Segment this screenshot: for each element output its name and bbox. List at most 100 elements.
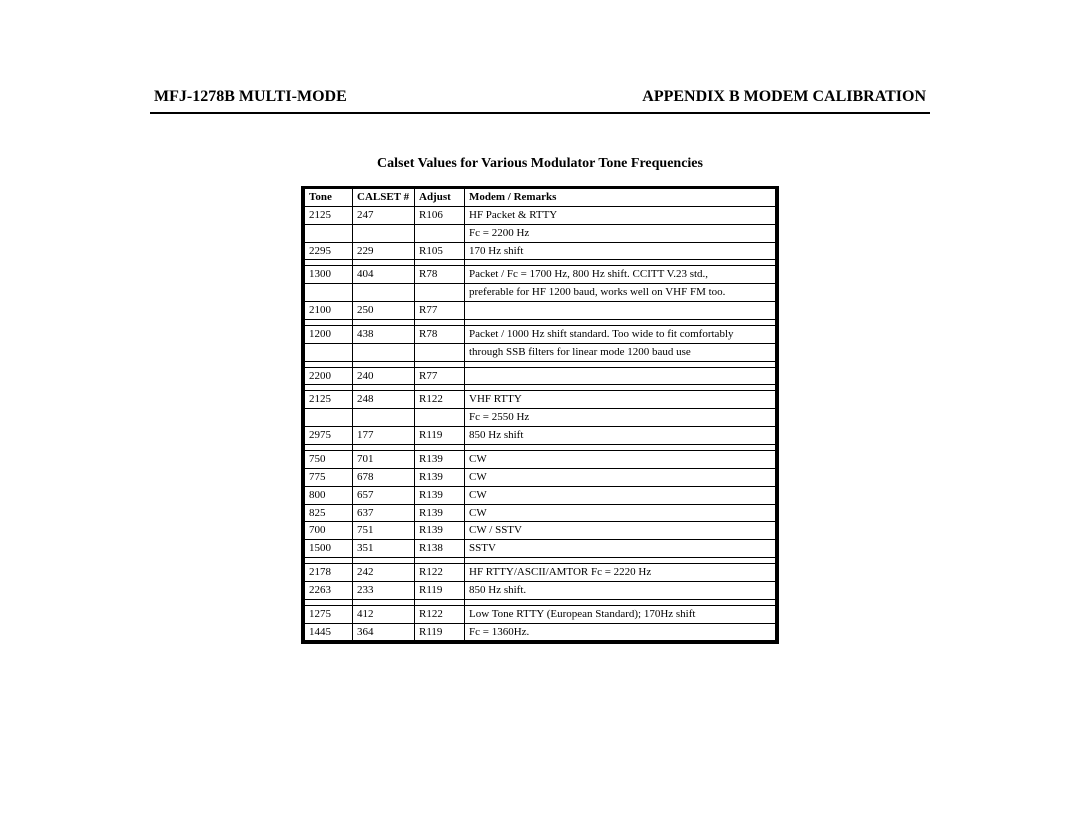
- cell-calset: 250: [353, 302, 415, 320]
- cell-remarks: CW: [465, 486, 776, 504]
- table-row: 2975177R119 850 Hz shift: [305, 427, 776, 445]
- cell-remarks: CW / SSTV: [465, 522, 776, 540]
- table-row: 1200438R78Packet / 1000 Hz shift standar…: [305, 325, 776, 343]
- cell-adjust: R105: [415, 242, 465, 260]
- table-row: through SSB filters for linear mode 1200…: [305, 343, 776, 361]
- cell-remarks: CW: [465, 450, 776, 468]
- col-tone: Tone: [305, 189, 353, 206]
- cell-adjust: R119: [415, 623, 465, 641]
- cell-calset: [353, 284, 415, 302]
- cell-remarks: Low Tone RTTY (European Standard); 170Hz…: [465, 605, 776, 623]
- table-row: Fc = 2200 Hz: [305, 224, 776, 242]
- cell-remarks: HF RTTY/ASCII/AMTOR Fc = 2220 Hz: [465, 564, 776, 582]
- cell-tone: 800: [305, 486, 353, 504]
- cell-tone: 825: [305, 504, 353, 522]
- cell-tone: 2263: [305, 581, 353, 599]
- cell-calset: 412: [353, 605, 415, 623]
- table-row: 1500351R138SSTV: [305, 540, 776, 558]
- cell-tone: 1445: [305, 623, 353, 641]
- cell-adjust: R122: [415, 564, 465, 582]
- cell-adjust: R119: [415, 581, 465, 599]
- table-row: 800657R139CW: [305, 486, 776, 504]
- table-row: 750701R139CW: [305, 450, 776, 468]
- cell-calset: [353, 343, 415, 361]
- header-left: MFJ-1278B MULTI-MODE: [154, 88, 347, 106]
- table-header-row: Tone CALSET # Adjust Modem / Remarks: [305, 189, 776, 206]
- table-row: preferable for HF 1200 baud, works well …: [305, 284, 776, 302]
- cell-tone: 1275: [305, 605, 353, 623]
- cell-remarks: through SSB filters for linear mode 1200…: [465, 343, 776, 361]
- cell-tone: 2200: [305, 367, 353, 385]
- cell-adjust: R139: [415, 522, 465, 540]
- cell-tone: 2295: [305, 242, 353, 260]
- cell-remarks: VHF RTTY: [465, 391, 776, 409]
- cell-adjust: R139: [415, 468, 465, 486]
- cell-adjust: R106: [415, 206, 465, 224]
- cell-tone: 775: [305, 468, 353, 486]
- cell-calset: 233: [353, 581, 415, 599]
- table-row: 2178242R122HF RTTY/ASCII/AMTOR Fc = 2220…: [305, 564, 776, 582]
- col-remarks: Modem / Remarks: [465, 189, 776, 206]
- cell-tone: 2975: [305, 427, 353, 445]
- table-row: 1445364R119Fc = 1360Hz.: [305, 623, 776, 641]
- cell-adjust: R122: [415, 391, 465, 409]
- cell-remarks: Packet / 1000 Hz shift standard. Too wid…: [465, 325, 776, 343]
- cell-tone: 1500: [305, 540, 353, 558]
- table-row: 825637R139CW: [305, 504, 776, 522]
- cell-tone: [305, 343, 353, 361]
- table-row: 2200240R77: [305, 367, 776, 385]
- table-title: Calset Values for Various Modulator Tone…: [150, 156, 930, 172]
- cell-remarks: 850 Hz shift.: [465, 581, 776, 599]
- cell-adjust: R122: [415, 605, 465, 623]
- cell-calset: 247: [353, 206, 415, 224]
- cell-calset: 438: [353, 325, 415, 343]
- cell-adjust: R139: [415, 486, 465, 504]
- cell-tone: 1200: [305, 325, 353, 343]
- calset-table-wrapper: Tone CALSET # Adjust Modem / Remarks 212…: [301, 186, 779, 644]
- cell-calset: 240: [353, 367, 415, 385]
- cell-tone: 700: [305, 522, 353, 540]
- cell-calset: 177: [353, 427, 415, 445]
- col-adjust: Adjust: [415, 189, 465, 206]
- cell-adjust: R139: [415, 450, 465, 468]
- col-calset: CALSET #: [353, 189, 415, 206]
- cell-adjust: [415, 343, 465, 361]
- cell-adjust: R78: [415, 266, 465, 284]
- table-row: 700751R139CW / SSTV: [305, 522, 776, 540]
- cell-adjust: [415, 284, 465, 302]
- cell-adjust: R139: [415, 504, 465, 522]
- cell-adjust: R78: [415, 325, 465, 343]
- cell-calset: 229: [353, 242, 415, 260]
- cell-tone: 750: [305, 450, 353, 468]
- cell-remarks: CW: [465, 504, 776, 522]
- cell-remarks: [465, 302, 776, 320]
- cell-calset: 657: [353, 486, 415, 504]
- cell-adjust: R77: [415, 367, 465, 385]
- table-row: 2125247R106HF Packet & RTTY: [305, 206, 776, 224]
- calset-table: Tone CALSET # Adjust Modem / Remarks 212…: [304, 189, 776, 641]
- cell-remarks: Fc = 2550 Hz: [465, 409, 776, 427]
- page-header: MFJ-1278B MULTI-MODE APPENDIX B MODEM CA…: [150, 88, 930, 114]
- cell-tone: 2125: [305, 391, 353, 409]
- table-row: 2100250R77: [305, 302, 776, 320]
- cell-remarks: HF Packet & RTTY: [465, 206, 776, 224]
- cell-adjust: R119: [415, 427, 465, 445]
- header-right: APPENDIX B MODEM CALIBRATION: [642, 88, 926, 106]
- cell-tone: [305, 409, 353, 427]
- cell-remarks: CW: [465, 468, 776, 486]
- cell-tone: 1300: [305, 266, 353, 284]
- cell-tone: [305, 284, 353, 302]
- table-row: 2125248R122 VHF RTTY: [305, 391, 776, 409]
- page: MFJ-1278B MULTI-MODE APPENDIX B MODEM CA…: [150, 88, 930, 644]
- cell-calset: 351: [353, 540, 415, 558]
- table-row: Fc = 2550 Hz: [305, 409, 776, 427]
- cell-calset: 404: [353, 266, 415, 284]
- cell-remarks: Packet / Fc = 1700 Hz, 800 Hz shift. CCI…: [465, 266, 776, 284]
- cell-calset: 242: [353, 564, 415, 582]
- cell-adjust: R77: [415, 302, 465, 320]
- cell-adjust: R138: [415, 540, 465, 558]
- cell-calset: [353, 224, 415, 242]
- cell-tone: 2125: [305, 206, 353, 224]
- table-row: 1300404R78Packet / Fc = 1700 Hz, 800 Hz …: [305, 266, 776, 284]
- table-body: 2125247R106HF Packet & RTTYFc = 2200 Hz2…: [305, 206, 776, 641]
